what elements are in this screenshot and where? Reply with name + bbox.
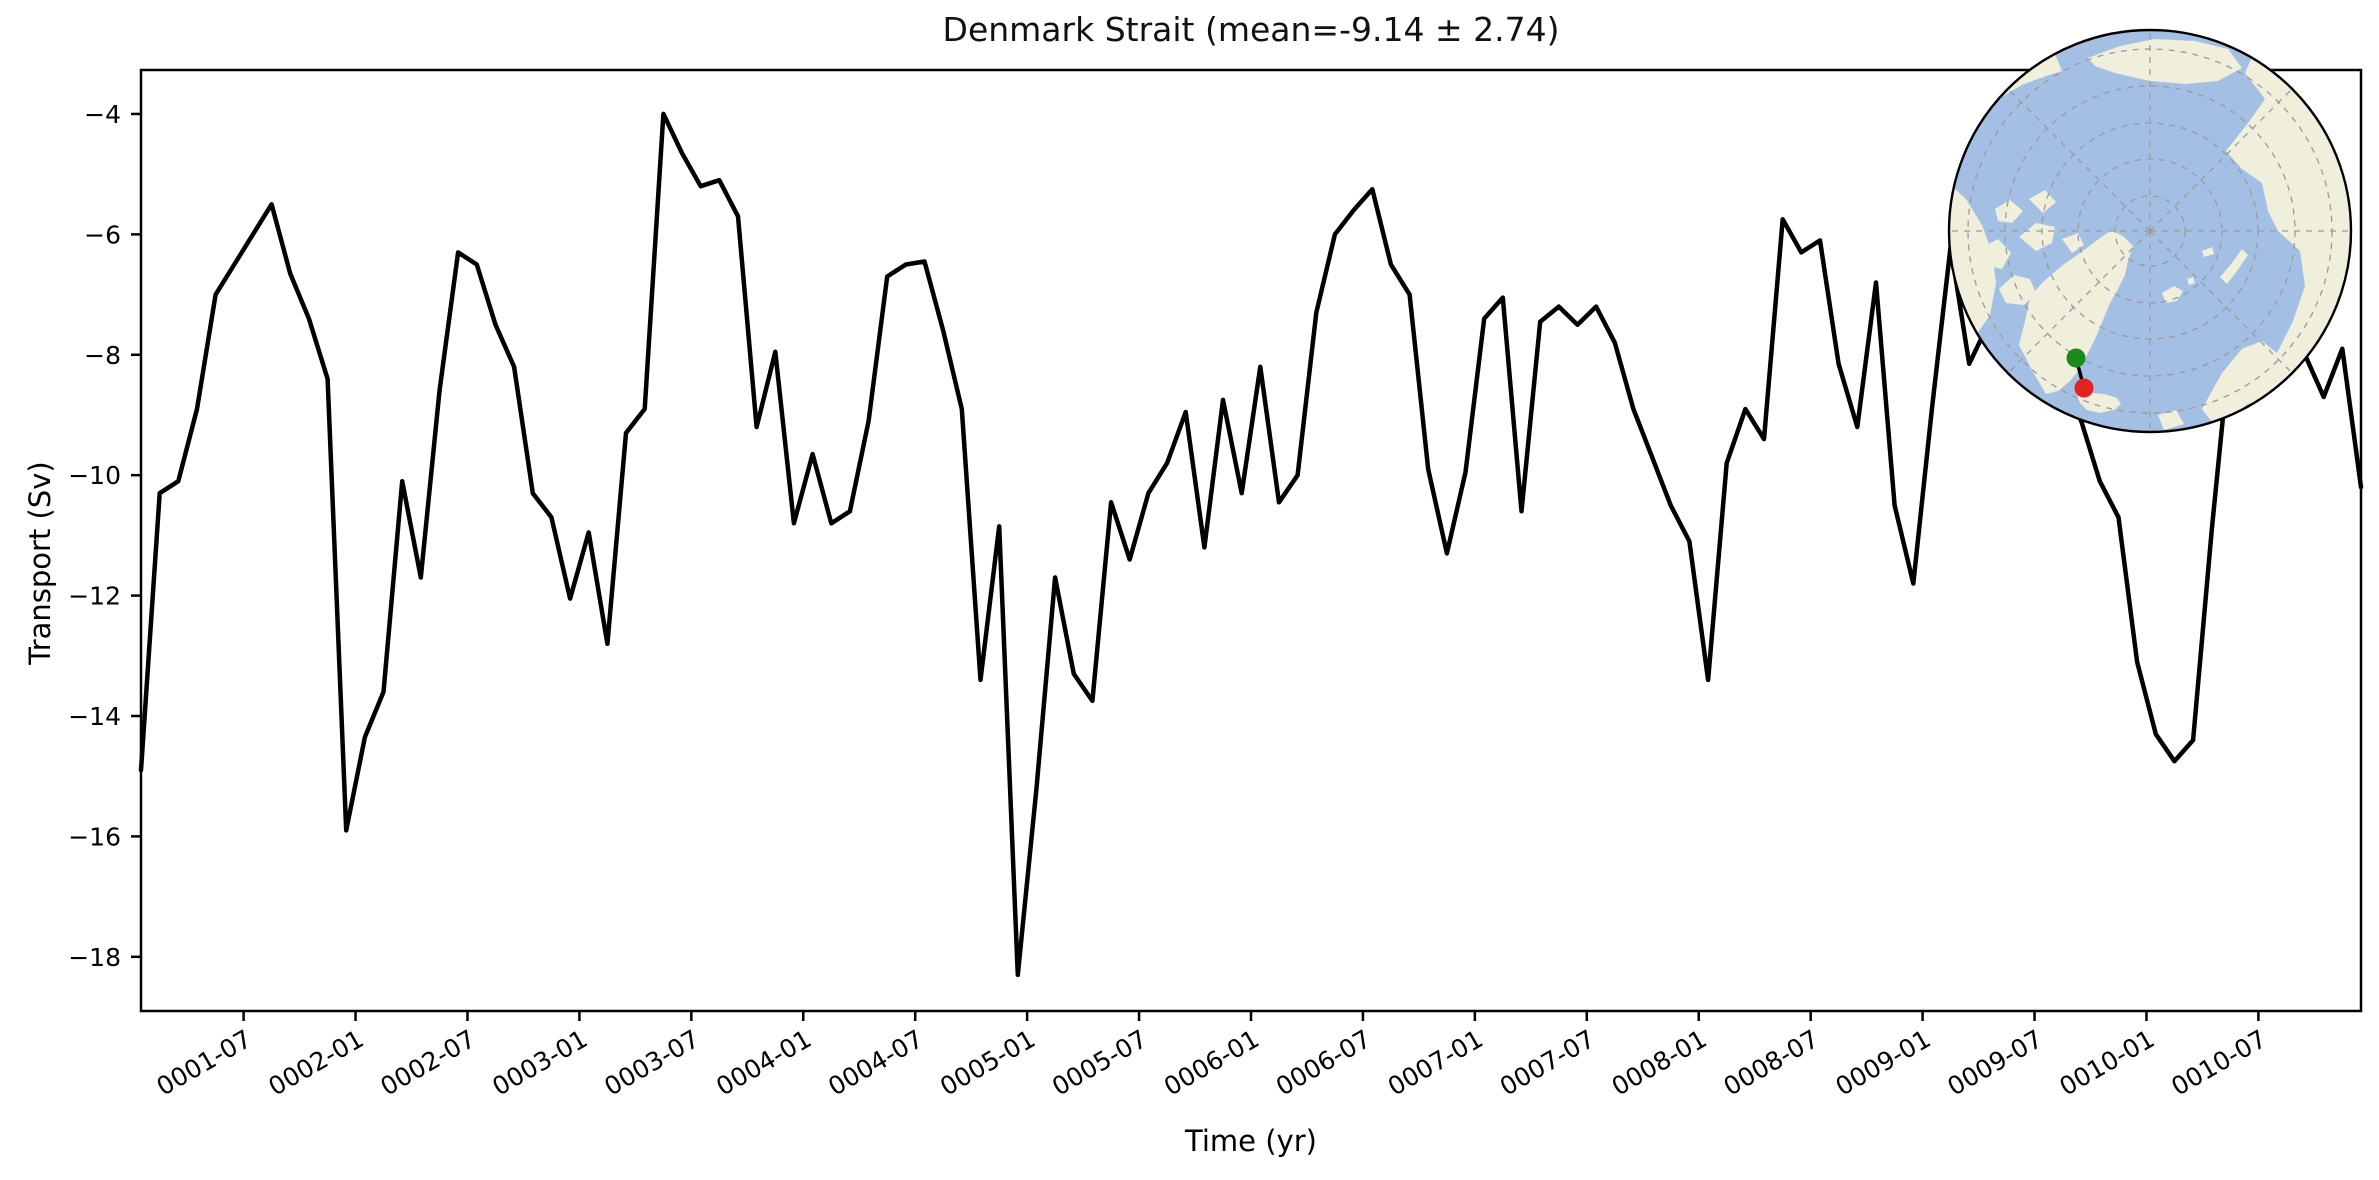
- x-tick-label: 0002-01: [264, 1024, 369, 1101]
- x-tick-label: 0010-01: [2054, 1024, 2159, 1101]
- x-tick-label: 0005-07: [1047, 1024, 1152, 1101]
- y-tick-label: −4: [84, 100, 121, 129]
- arctic-island: [2202, 247, 2214, 257]
- x-tick-label: 0008-07: [1719, 1024, 1824, 1101]
- arctic-island: [1999, 275, 2036, 305]
- arctic-island: [2019, 223, 2055, 251]
- graticule-meridian: [2007, 88, 2151, 232]
- x-tick-label: 0007-07: [1495, 1024, 1600, 1101]
- y-tick-label: −8: [84, 341, 121, 370]
- arctic-island: [2029, 190, 2056, 213]
- x-tick-label: 0004-07: [823, 1024, 928, 1101]
- y-tick-label: −12: [68, 582, 121, 611]
- x-axis: 0001-07 0002-01 0002-07 0003-01 0003-07 0004-…: [152, 1011, 2271, 1101]
- x-tick-label: 0006-07: [1271, 1024, 1376, 1101]
- y-tick-label: −14: [68, 702, 121, 731]
- x-tick-label: 0009-01: [1831, 1024, 1936, 1101]
- arctic-island: [1995, 200, 2023, 223]
- x-tick-label: 0005-01: [935, 1024, 1040, 1101]
- map-border: [1947, 28, 2353, 434]
- scandinavia-landmass: [2202, 341, 2277, 426]
- graticule-meridian: [2007, 230, 2151, 374]
- section-start-marker-icon: [2066, 348, 2086, 368]
- x-tick-label: 0010-07: [2166, 1024, 2271, 1101]
- graticule-meridian: [2149, 230, 2293, 374]
- graticule-meridian: [2149, 88, 2293, 232]
- arctic-island: [2187, 277, 2195, 285]
- x-tick-label: 0001-07: [152, 1024, 257, 1101]
- x-tick-label: 0002-07: [375, 1024, 480, 1101]
- svalbard-landmass: [2162, 286, 2183, 303]
- section-end-marker-icon: [2074, 378, 2094, 398]
- novaya-zemlya-landmass: [2220, 249, 2248, 284]
- x-tick-label: 0008-01: [1607, 1024, 1712, 1101]
- graticule-parallel: [2114, 195, 2186, 267]
- x-tick-label: 0009-07: [1943, 1024, 2048, 1101]
- y-tick-label: −16: [68, 822, 121, 851]
- x-tick-label: 0007-01: [1383, 1024, 1488, 1101]
- x-tick-label: 0006-01: [1159, 1024, 1264, 1101]
- y-tick-label: −18: [68, 943, 121, 972]
- y-tick-label: −10: [68, 461, 121, 490]
- x-tick-label: 0004-01: [711, 1024, 816, 1101]
- y-axis: −4 −6 −8 −10 −12 −14 −16 −18: [68, 100, 141, 972]
- british-isles-landmass: [2158, 410, 2184, 430]
- x-tick-label: 0003-01: [487, 1024, 592, 1101]
- y-tick-label: −6: [84, 220, 121, 249]
- greenland-landmass: [2019, 230, 2133, 394]
- x-tick-label: 0003-07: [599, 1024, 704, 1101]
- map-graticule: [1949, 30, 2351, 432]
